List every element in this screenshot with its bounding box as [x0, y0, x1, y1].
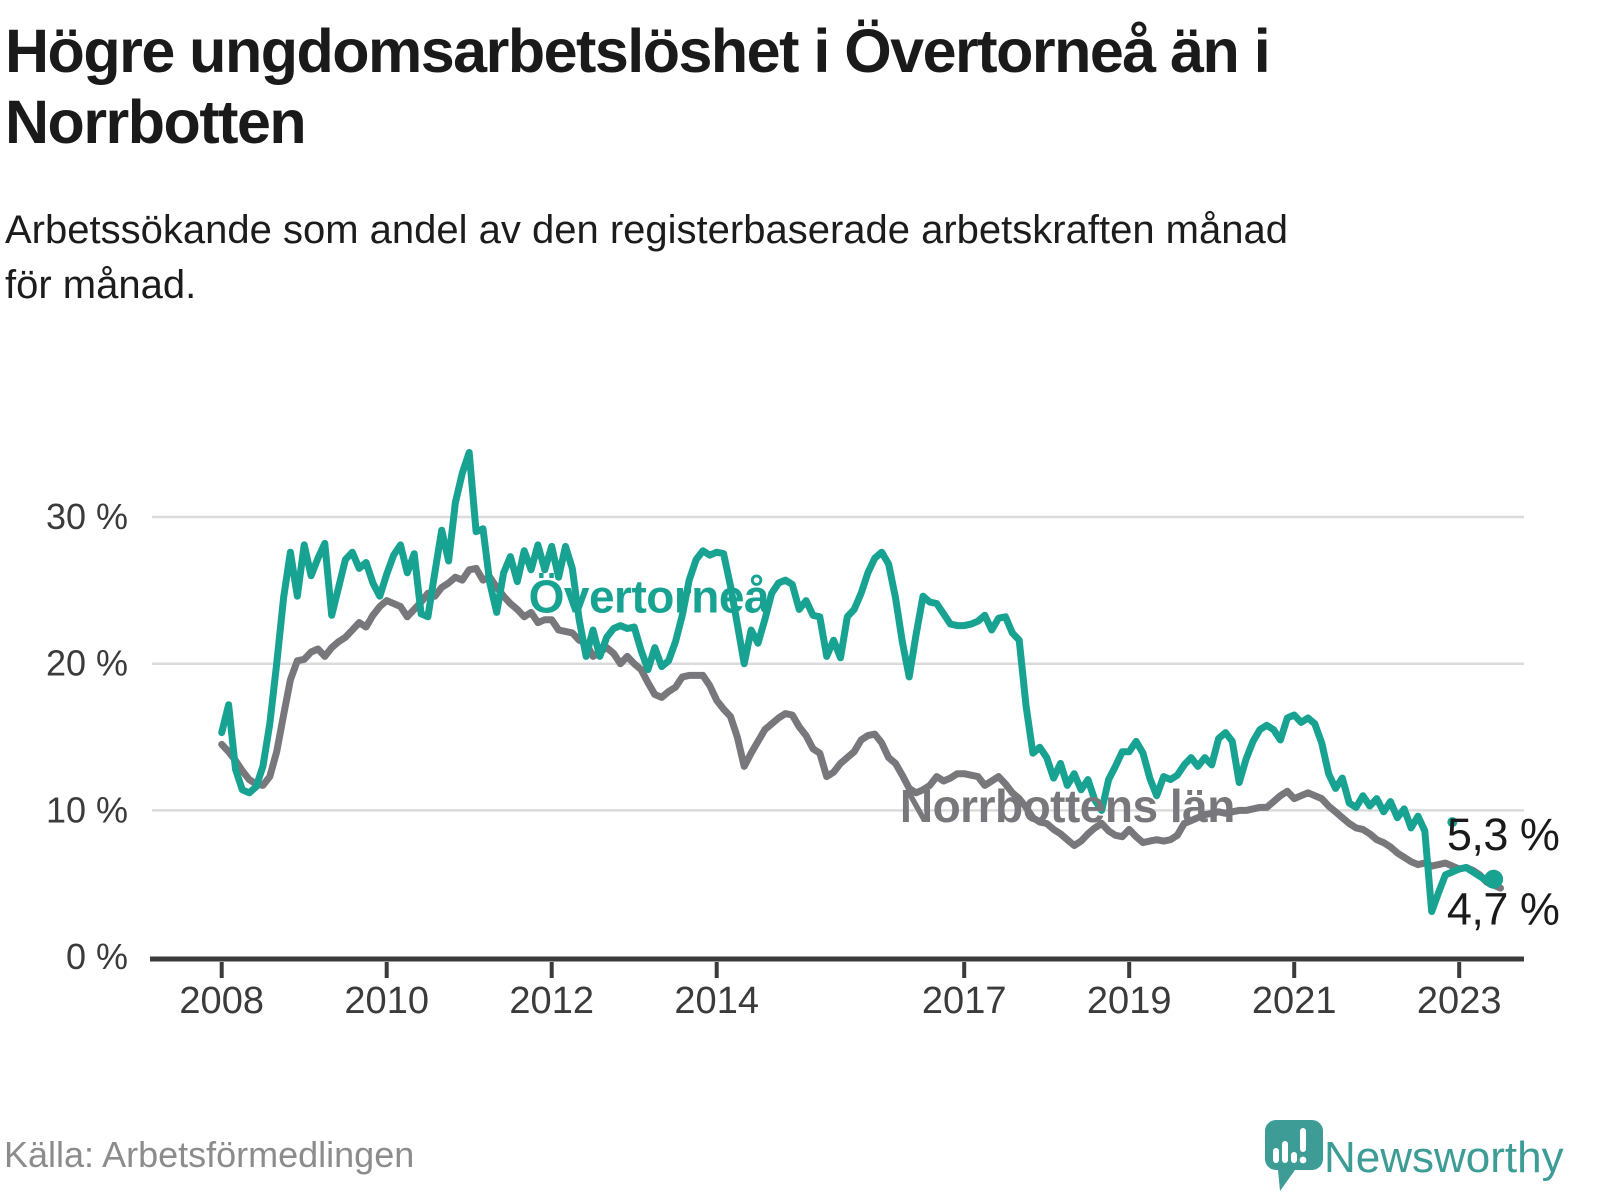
y-tick-label: 30 %: [46, 496, 128, 537]
brand-name: Newsworthy: [1324, 1133, 1564, 1182]
newsworthy-pin-icon: [1265, 1120, 1323, 1191]
newsworthy-logo: Newsworthy: [1265, 1120, 1564, 1191]
end-point: [1484, 869, 1504, 889]
x-tick-label: 2014: [674, 980, 759, 1022]
x-tick-label: 2021: [1252, 980, 1337, 1022]
annotation-label: Norrbottens län: [900, 780, 1235, 832]
x-tick-label: 2010: [344, 980, 429, 1022]
annotation-label: Övertorneå: [529, 570, 770, 622]
isolated-point: [1447, 817, 1458, 828]
series-line-norrbottens-l-n: [218, 564, 1504, 892]
x-tick-label: 2019: [1087, 980, 1172, 1022]
annotation-label: 4,7 %: [1447, 884, 1560, 935]
bar-chart-glyph: [1273, 1128, 1307, 1164]
x-tick-label: 2023: [1417, 980, 1502, 1022]
x-tick-label: 2008: [179, 980, 264, 1022]
y-tick-label: 0 %: [66, 936, 128, 977]
chart-subtitle: Arbetssökande som andel av den registerb…: [5, 208, 1288, 308]
source-note: Källa: Arbetsförmedlingen: [4, 1134, 415, 1175]
chart-title: Högre ungdomsarbetslöshet i Övertorneå ä…: [5, 17, 1271, 157]
y-tick-label: 20 %: [46, 643, 128, 684]
x-tick-label: 2017: [922, 980, 1007, 1022]
x-tick-label: 2012: [509, 980, 594, 1022]
y-tick-label: 10 %: [46, 789, 128, 830]
annotation-label: 5,3 %: [1447, 809, 1560, 860]
series-line--vertorne-: [218, 449, 1498, 915]
